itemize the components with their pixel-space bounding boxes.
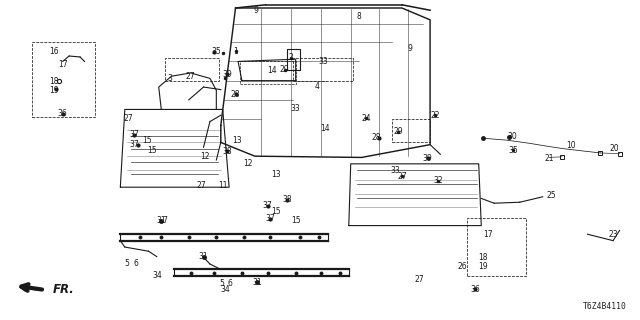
Text: 34: 34	[220, 285, 230, 294]
Text: 28: 28	[372, 133, 381, 142]
Text: 24: 24	[361, 114, 371, 123]
Text: 20: 20	[609, 144, 620, 153]
Text: 11: 11	[218, 181, 227, 190]
Bar	[240, 61, 296, 84]
Text: 23: 23	[608, 230, 618, 239]
Text: 4: 4	[314, 82, 319, 91]
Text: 18: 18	[479, 253, 488, 262]
Text: 33: 33	[291, 104, 301, 113]
Text: 9: 9	[407, 44, 412, 52]
Text: 38: 38	[282, 195, 292, 204]
Text: 15: 15	[271, 207, 282, 216]
Text: FR.: FR.	[52, 283, 74, 296]
Text: 6: 6	[228, 279, 233, 288]
Bar	[467, 218, 526, 276]
Text: 27: 27	[123, 114, 133, 123]
Bar	[392, 119, 430, 142]
Text: 15: 15	[147, 146, 157, 155]
Text: 2: 2	[289, 53, 294, 62]
Text: 27: 27	[186, 72, 196, 81]
Text: 21: 21	[545, 154, 554, 163]
Text: 18: 18	[50, 77, 59, 86]
Text: 8: 8	[356, 12, 361, 20]
Bar	[165, 58, 219, 81]
Text: 12: 12	[244, 159, 253, 168]
Text: 1: 1	[233, 47, 238, 56]
Text: 10: 10	[566, 141, 576, 150]
Text: 38: 38	[222, 147, 232, 156]
Text: 29: 29	[393, 127, 403, 136]
Text: 28: 28	[231, 90, 240, 99]
Text: 16: 16	[49, 47, 60, 56]
Text: 5: 5	[219, 279, 224, 288]
Text: 3: 3	[167, 74, 172, 83]
Text: 13: 13	[232, 136, 242, 145]
Text: T6Z4B4110: T6Z4B4110	[583, 302, 627, 311]
Text: 37: 37	[265, 214, 275, 223]
Text: 31: 31	[252, 278, 262, 287]
Text: 13: 13	[271, 170, 282, 179]
Text: 36: 36	[58, 109, 68, 118]
Text: 31: 31	[198, 252, 209, 261]
Text: 35: 35	[211, 47, 221, 56]
Text: 33: 33	[318, 57, 328, 66]
Text: 36: 36	[470, 285, 480, 294]
Bar	[32, 42, 95, 117]
Text: 19: 19	[49, 86, 60, 95]
Text: 17: 17	[483, 230, 493, 239]
Text: 37: 37	[262, 201, 273, 210]
Text: 25: 25	[547, 191, 557, 200]
Bar	[293, 58, 353, 81]
Text: 15: 15	[142, 136, 152, 145]
Text: 37: 37	[129, 140, 140, 148]
Text: 12: 12	[200, 152, 209, 161]
Text: 27: 27	[196, 181, 207, 190]
Text: 27: 27	[397, 172, 407, 180]
Text: 37: 37	[129, 130, 140, 139]
Text: 15: 15	[291, 216, 301, 225]
Text: 32: 32	[433, 176, 444, 185]
Text: 9: 9	[253, 6, 259, 15]
Text: 6: 6	[133, 259, 138, 268]
Text: 7: 7	[163, 216, 168, 225]
Text: 17: 17	[58, 60, 68, 68]
Text: 26: 26	[457, 262, 467, 271]
Text: 14: 14	[267, 66, 277, 75]
Text: 29: 29	[280, 65, 290, 74]
Text: 39: 39	[222, 70, 232, 79]
Text: 5: 5	[124, 259, 129, 268]
Text: 35: 35	[508, 146, 518, 155]
Text: 22: 22	[431, 111, 440, 120]
Text: 33: 33	[390, 166, 401, 175]
Text: 31: 31	[156, 216, 166, 225]
Text: 39: 39	[422, 154, 433, 163]
Text: 34: 34	[152, 271, 162, 280]
Text: 14: 14	[320, 124, 330, 132]
Text: 27: 27	[414, 275, 424, 284]
Text: 19: 19	[478, 262, 488, 271]
Text: 30: 30	[507, 132, 517, 141]
